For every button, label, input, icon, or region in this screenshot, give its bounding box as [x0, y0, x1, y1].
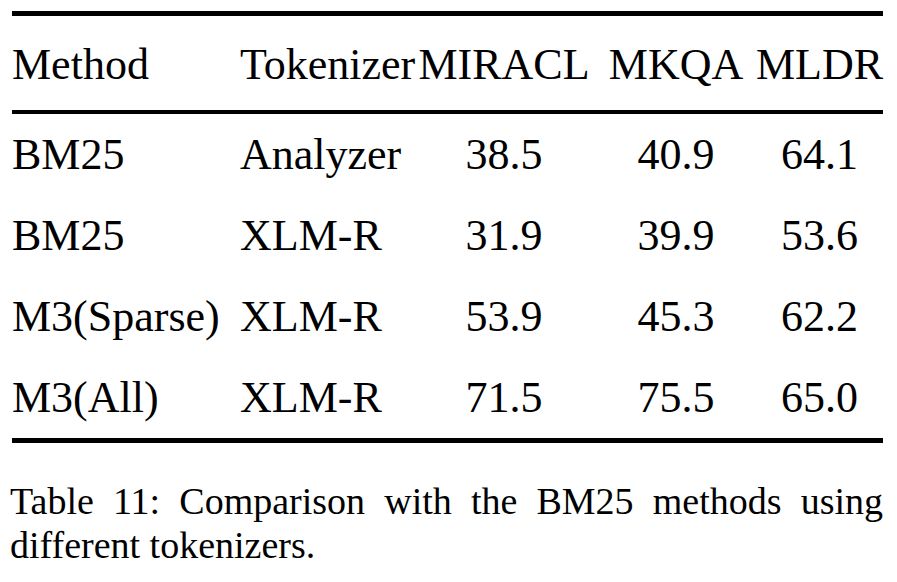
header-mkqa: MKQA — [596, 14, 756, 113]
cell-miracl: 71.5 — [412, 357, 596, 441]
cell-mkqa: 75.5 — [596, 357, 756, 441]
table-row: BM25 Analyzer 38.5 40.9 64.1 — [12, 112, 883, 195]
cell-miracl: 31.9 — [412, 195, 596, 276]
cell-mkqa: 45.3 — [596, 276, 756, 357]
header-row: Method Tokenizer MIRACL MKQA MLDR — [12, 14, 883, 113]
table-body: BM25 Analyzer 38.5 40.9 64.1 BM25 XLM-R … — [12, 112, 883, 441]
cell-mldr: 65.0 — [756, 357, 883, 441]
cell-tokenizer: XLM-R — [240, 357, 412, 441]
paper-table-figure: Method Tokenizer MIRACL MKQA MLDR BM25 A… — [0, 0, 897, 582]
table-header: Method Tokenizer MIRACL MKQA MLDR — [12, 14, 883, 113]
header-method: Method — [12, 14, 240, 113]
cell-miracl: 53.9 — [412, 276, 596, 357]
table-row: BM25 XLM-R 31.9 39.9 53.6 — [12, 195, 883, 276]
cell-miracl: 38.5 — [412, 112, 596, 195]
cell-tokenizer: XLM-R — [240, 276, 412, 357]
header-mldr: MLDR — [756, 14, 883, 113]
cell-method: BM25 — [12, 195, 240, 276]
cell-tokenizer: XLM-R — [240, 195, 412, 276]
header-tokenizer: Tokenizer — [240, 14, 412, 113]
table-row: M3(Sparse) XLM-R 53.9 45.3 62.2 — [12, 276, 883, 357]
cell-mldr: 64.1 — [756, 112, 883, 195]
cell-method: BM25 — [12, 112, 240, 195]
cell-mkqa: 40.9 — [596, 112, 756, 195]
cell-mkqa: 39.9 — [596, 195, 756, 276]
cell-method: M3(All) — [12, 357, 240, 441]
table-row: M3(All) XLM-R 71.5 75.5 65.0 — [12, 357, 883, 441]
cell-method: M3(Sparse) — [12, 276, 240, 357]
cell-mldr: 62.2 — [756, 276, 883, 357]
header-miracl: MIRACL — [412, 14, 596, 113]
results-table: Method Tokenizer MIRACL MKQA MLDR BM25 A… — [12, 11, 883, 443]
table-caption: Table 11: Comparison with the BM25 metho… — [10, 479, 883, 567]
cell-mldr: 53.6 — [756, 195, 883, 276]
cell-tokenizer: Analyzer — [240, 112, 412, 195]
